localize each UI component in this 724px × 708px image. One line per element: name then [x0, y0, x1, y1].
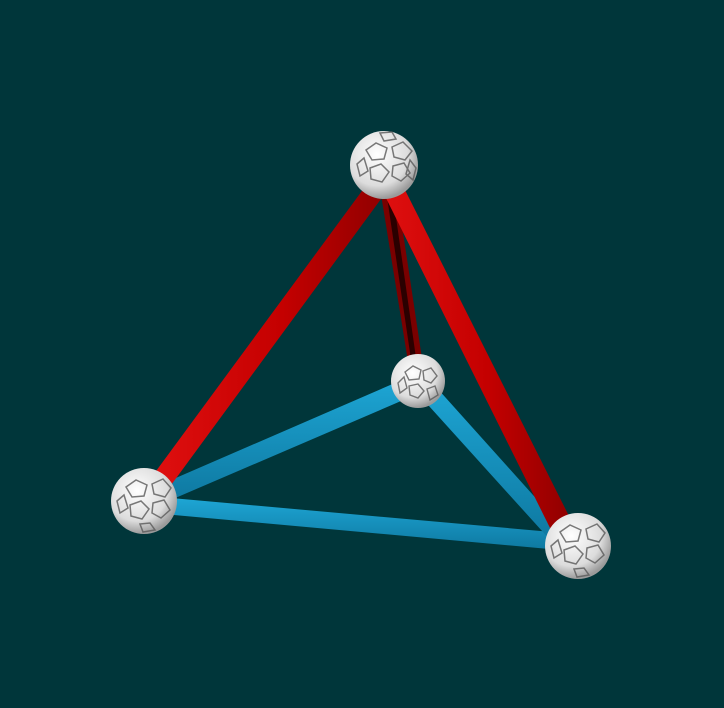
edge-left-right: [160, 497, 563, 550]
edge-top-right: [380, 184, 576, 540]
edge-center-right: [410, 378, 568, 542]
hub-node-icon[interactable]: [350, 131, 418, 199]
hub-node-icon[interactable]: [545, 513, 611, 579]
edge-top-center: [380, 186, 424, 374]
edge-top-left: [148, 180, 392, 492]
hub-node-icon[interactable]: [391, 354, 445, 408]
edge-center-left: [155, 376, 422, 502]
hub-node-icon[interactable]: [111, 468, 177, 534]
